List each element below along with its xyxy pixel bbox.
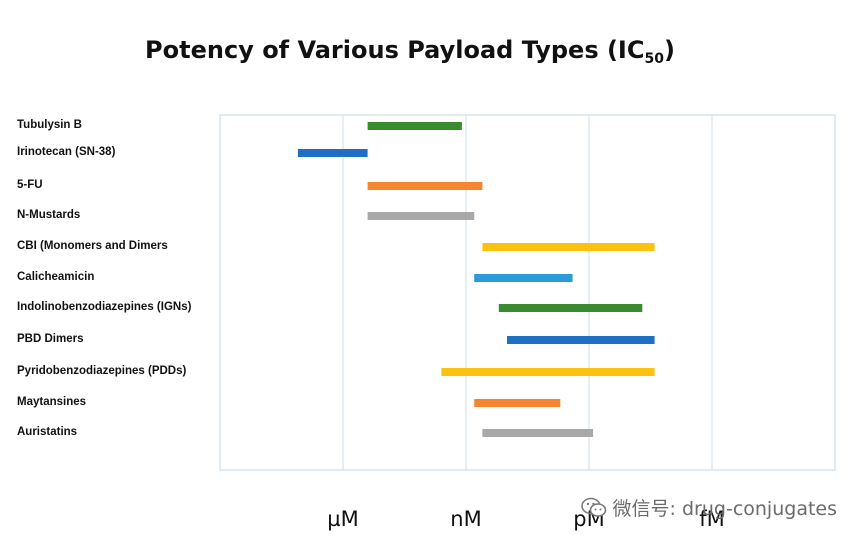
range-bar xyxy=(367,122,462,130)
chart-title: Potency of Various Payload Types (IC50) xyxy=(0,36,820,67)
category-label: N-Mustards xyxy=(17,209,81,221)
category-label: Calicheamicin xyxy=(17,271,95,283)
category-label: Auristatins xyxy=(17,426,78,438)
range-bar xyxy=(297,149,368,157)
category-label: Irinotecan (SN-38) xyxy=(17,146,116,158)
category-label: Maytansines xyxy=(17,396,87,408)
category-label: CBI (Monomers and Dimers xyxy=(17,240,168,252)
x-tick-label: µM xyxy=(327,507,359,531)
chart-title-subscript: 50 xyxy=(644,51,664,67)
range-bar xyxy=(507,336,655,344)
range-bar xyxy=(482,429,594,437)
category-label: Indolinobenzodiazepines (IGNs) xyxy=(17,301,192,313)
range-bar xyxy=(498,304,643,312)
category-label: 5-FU xyxy=(17,179,43,191)
chart-title-main: Potency of Various Payload Types (IC xyxy=(145,36,645,64)
range-bar xyxy=(482,243,655,251)
range-bar xyxy=(474,399,561,407)
x-tick-label: fM xyxy=(699,507,725,531)
range-bar xyxy=(441,368,655,376)
chart-title-end: ) xyxy=(663,36,675,64)
category-label: Pyridobenzodiazepines (PDDs) xyxy=(17,365,187,377)
range-bar xyxy=(474,274,573,282)
range-bar xyxy=(367,212,475,220)
category-label: PBD Dimers xyxy=(17,333,84,345)
watermark: 微信号: drug-conjugates xyxy=(580,494,837,521)
category-label: Tubulysin B xyxy=(17,119,82,131)
watermark-text: 微信号: drug-conjugates xyxy=(612,498,837,520)
plot-frame xyxy=(219,114,836,471)
range-bar xyxy=(367,182,483,190)
wechat-icon xyxy=(580,497,606,517)
x-tick-label: nM xyxy=(450,507,482,531)
